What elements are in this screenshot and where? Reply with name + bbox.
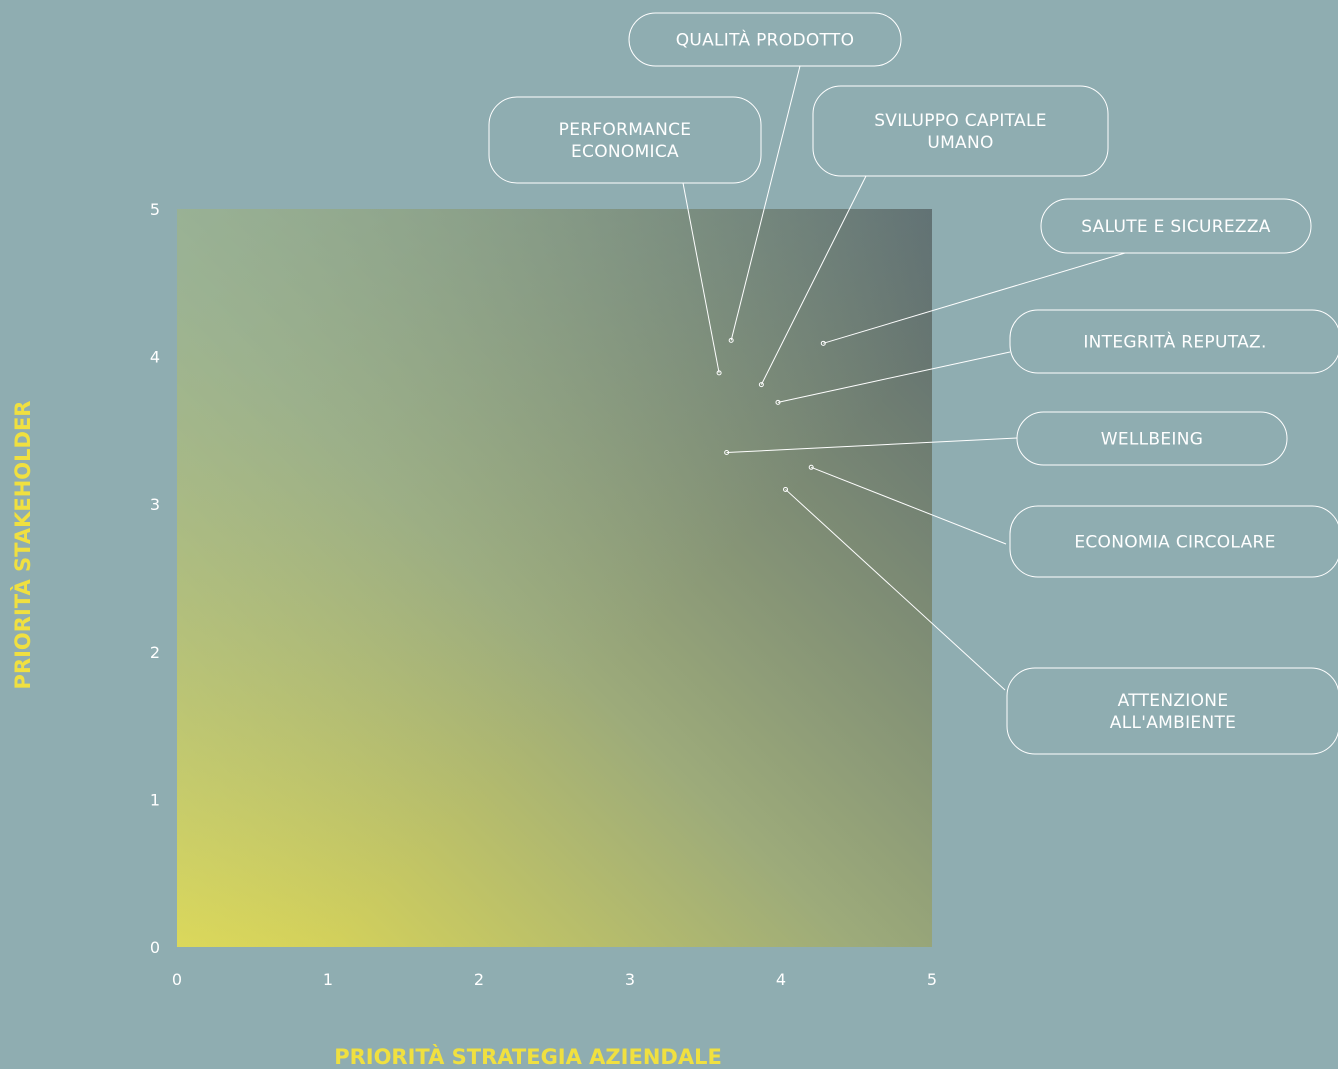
- data-point: [820, 340, 826, 346]
- data-point: [724, 450, 730, 456]
- data-points: [716, 337, 826, 492]
- callout-frame: [812, 85, 1109, 177]
- callout-frame: [1009, 505, 1338, 578]
- callout-box: INTEGRITÀ REPUTAZ.: [1009, 309, 1338, 374]
- data-point: [808, 464, 814, 470]
- callout-label: INTEGRITÀ REPUTAZ.: [1083, 331, 1266, 353]
- callout-label: ALL'AMBIENTE: [1110, 713, 1236, 733]
- data-point: [758, 382, 764, 388]
- callout-label: SVILUPPO CAPITALE: [874, 111, 1047, 131]
- callout-label: UMANO: [927, 133, 993, 153]
- callout-frame: [1016, 411, 1288, 466]
- y-tick-label: 5: [150, 200, 160, 219]
- callout-label: ATTENZIONE: [1118, 691, 1229, 711]
- y-tick-label: 0: [150, 938, 160, 957]
- callout-label: SALUTE E SICUREZZA: [1081, 217, 1271, 237]
- callout-label: QUALITÀ PRODOTTO: [676, 29, 855, 51]
- callout-label: ECONOMICA: [571, 142, 679, 162]
- callout-box: WELLBEING: [1016, 411, 1288, 466]
- y-tick-label: 2: [150, 643, 160, 662]
- data-point: [728, 337, 734, 343]
- callout-label: PERFORMANCE: [559, 120, 692, 140]
- x-tick-label: 2: [474, 970, 484, 989]
- x-tick-label: 4: [776, 970, 786, 989]
- y-axis-ticks: 0 1 2 3 4 5: [150, 200, 160, 957]
- x-axis-title: PRIORITÀ STRATEGIA AZIENDALE: [334, 1044, 722, 1069]
- callout-box: ECONOMIA CIRCOLARE: [1009, 505, 1338, 578]
- callout-frame: [1006, 667, 1338, 755]
- leader-line: [726, 437, 1018, 454]
- y-axis-title: PRIORITÀ STAKEHOLDER: [10, 401, 35, 690]
- data-point: [716, 370, 722, 376]
- leader-line: [682, 182, 720, 373]
- leader-line: [777, 351, 1011, 403]
- callout-label: WELLBEING: [1101, 430, 1204, 450]
- leader-line: [823, 252, 1126, 344]
- x-tick-label: 3: [625, 970, 635, 989]
- x-tick-label: 0: [172, 970, 182, 989]
- callout-frame: [1040, 198, 1312, 254]
- callout-box: QUALITÀ PRODOTTO: [628, 12, 902, 67]
- x-tick-label: 1: [323, 970, 333, 989]
- callout-frame: [488, 96, 762, 184]
- x-axis-ticks: 0 1 2 3 4 5: [172, 970, 937, 989]
- callout-box: SALUTE E SICUREZZA: [1040, 198, 1312, 254]
- y-tick-label: 3: [150, 495, 160, 514]
- leader-line: [730, 65, 801, 341]
- callout-label: ECONOMIA CIRCOLARE: [1074, 533, 1275, 553]
- data-point: [775, 399, 781, 405]
- y-tick-label: 4: [150, 348, 160, 367]
- x-tick-label: 5: [927, 970, 937, 989]
- leader-line: [760, 175, 867, 385]
- y-tick-label: 1: [150, 790, 160, 809]
- leader-line: [785, 489, 1006, 691]
- leader-lines: [682, 65, 1126, 691]
- plot-area-overlay: [177, 209, 932, 947]
- leader-line: [811, 466, 1007, 545]
- data-point: [783, 486, 789, 492]
- callout-frame: [628, 12, 902, 67]
- callout-frame: [1009, 309, 1338, 374]
